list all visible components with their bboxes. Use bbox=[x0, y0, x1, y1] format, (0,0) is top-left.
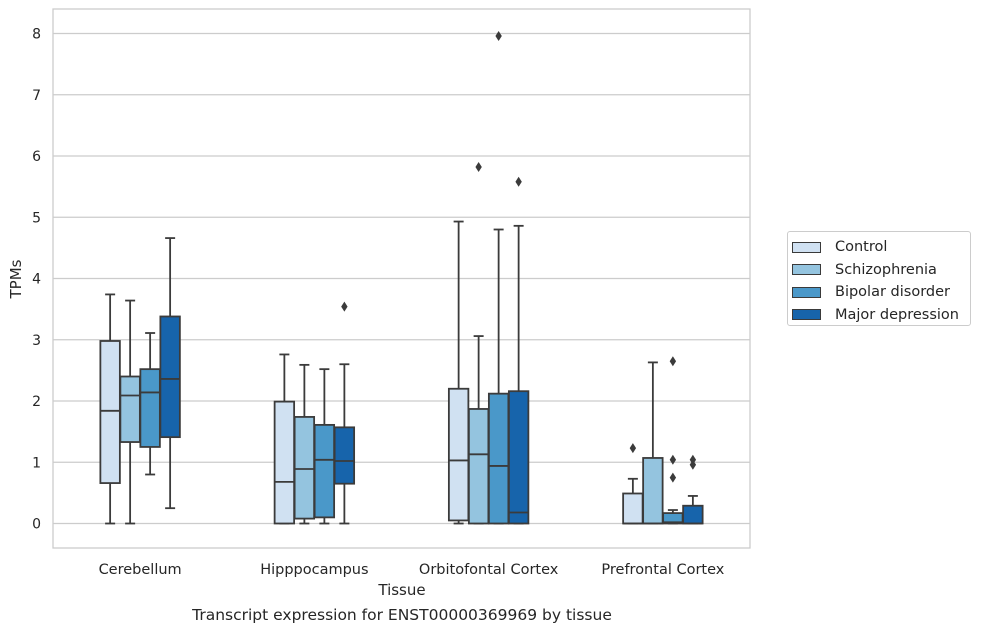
box-iqr bbox=[333, 426, 356, 485]
plot-frame bbox=[52, 8, 751, 549]
outlier-point bbox=[475, 162, 482, 173]
y-tick-label: 5 bbox=[32, 210, 41, 226]
box-schizophrenia bbox=[467, 162, 490, 525]
box-iqr bbox=[507, 390, 530, 525]
legend-label: Bipolar disorder bbox=[835, 284, 950, 301]
x-tick-label: Hipppocampus bbox=[260, 562, 368, 578]
y-tick-label: 0 bbox=[32, 517, 41, 533]
box-iqr bbox=[273, 400, 296, 525]
outlier-point bbox=[669, 472, 677, 483]
y-tick-label: 8 bbox=[32, 27, 41, 43]
box-major-depression bbox=[507, 176, 530, 525]
y-tick-label: 7 bbox=[32, 88, 41, 104]
box-major-depression bbox=[682, 454, 704, 525]
box-schizophrenia bbox=[642, 361, 664, 525]
box-control bbox=[622, 443, 644, 525]
y-axis-label: TPMs bbox=[7, 259, 25, 299]
box-iqr bbox=[119, 375, 141, 443]
box-schizophrenia bbox=[293, 363, 316, 525]
outlier-point bbox=[515, 176, 522, 187]
box-iqr bbox=[642, 457, 664, 525]
legend-label: Control bbox=[835, 239, 888, 256]
x-tick-label: Prefrontal Cortex bbox=[601, 562, 724, 578]
outlier-point bbox=[341, 301, 348, 312]
box-iqr bbox=[159, 315, 181, 439]
box-bipolar-disorder bbox=[662, 356, 684, 525]
outlier-point bbox=[629, 443, 637, 454]
legend-item-bipolar-disorder: Bipolar disorder bbox=[792, 281, 970, 304]
box-control bbox=[273, 353, 296, 525]
box-control bbox=[99, 293, 121, 525]
x-axis-label: Tissue bbox=[377, 581, 425, 599]
legend: Control Schizophrenia Bipolar disorder M… bbox=[787, 231, 971, 326]
outlier-point bbox=[689, 454, 697, 465]
legend-swatch bbox=[792, 264, 821, 276]
outlier-point bbox=[669, 356, 677, 367]
box-bipolar-disorder bbox=[313, 368, 336, 525]
box-iqr bbox=[682, 504, 704, 525]
box-iqr bbox=[293, 416, 316, 520]
chart-caption: Transcript expression for ENST0000036996… bbox=[192, 606, 612, 624]
box-control bbox=[447, 220, 470, 525]
box-iqr bbox=[99, 340, 121, 484]
legend-label: Major depression bbox=[835, 306, 959, 323]
box-bipolar-disorder bbox=[487, 30, 510, 525]
box-iqr bbox=[447, 387, 470, 522]
box-iqr bbox=[313, 423, 336, 519]
box-bipolar-disorder bbox=[139, 332, 161, 476]
y-tick-label: 4 bbox=[32, 272, 41, 288]
x-tick-labels: Cerebellum Hipppocampus Orbitofontal Corte… bbox=[99, 562, 725, 578]
legend-swatch bbox=[792, 286, 821, 298]
legend-swatch bbox=[792, 309, 821, 321]
y-tick-label: 1 bbox=[32, 455, 41, 471]
box-iqr bbox=[139, 368, 161, 448]
box-major-depression bbox=[333, 301, 356, 525]
legend-item-schizophrenia: Schizophrenia bbox=[792, 259, 970, 282]
x-tick-label: Orbitofontal Cortex bbox=[419, 562, 559, 578]
box-iqr bbox=[467, 408, 490, 525]
box-series-group bbox=[99, 30, 704, 525]
y-tick-label: 6 bbox=[32, 149, 41, 165]
box-iqr bbox=[622, 492, 644, 525]
box-iqr bbox=[487, 392, 510, 525]
legend-swatch bbox=[792, 241, 821, 253]
y-tick-label: 2 bbox=[32, 394, 41, 410]
x-tick-label: Cerebellum bbox=[99, 562, 182, 578]
legend-item-major-depression: Major depression bbox=[792, 304, 970, 327]
y-tick-labels: 0 1 2 3 4 5 6 7 8 bbox=[32, 27, 41, 533]
outlier-point bbox=[669, 454, 677, 465]
grid-lines bbox=[53, 32, 750, 525]
legend-item-control: Control bbox=[792, 236, 970, 259]
legend-label: Schizophrenia bbox=[835, 261, 937, 278]
outlier-point bbox=[495, 30, 502, 41]
box-major-depression bbox=[159, 237, 181, 510]
box-schizophrenia bbox=[119, 299, 141, 525]
y-tick-label: 3 bbox=[32, 333, 41, 349]
